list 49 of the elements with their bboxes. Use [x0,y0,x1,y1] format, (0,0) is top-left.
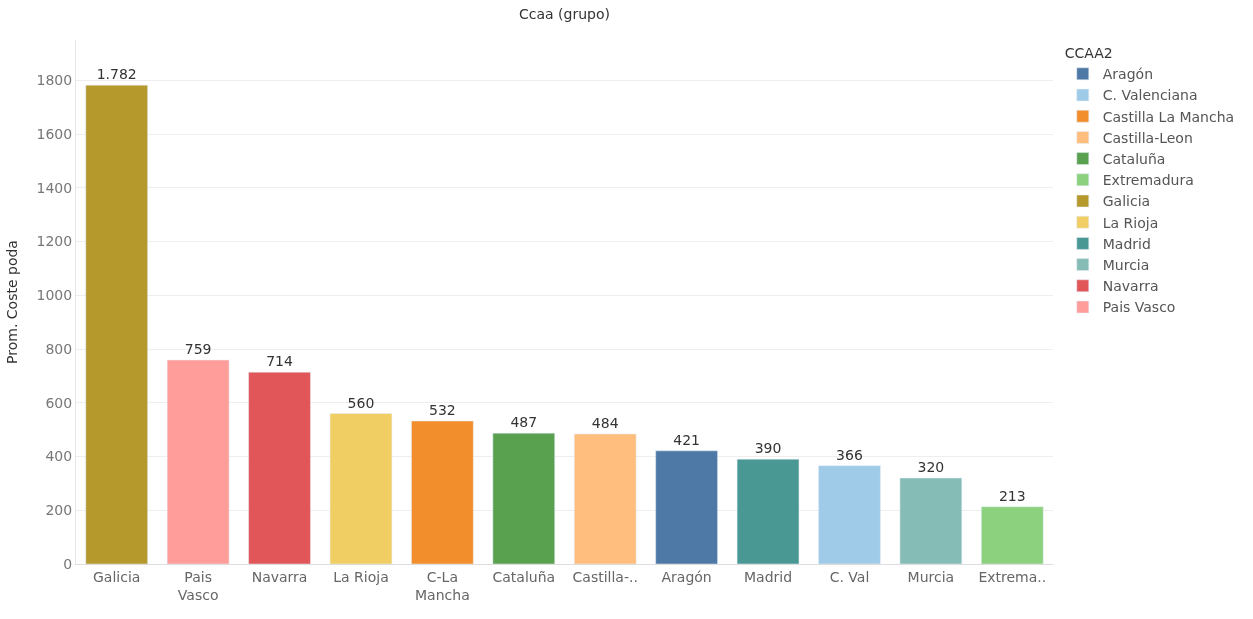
legend-label: C. Valenciana [1102,87,1198,104]
x-tick-label: Galicia [93,568,141,585]
y-tick-label: 400 [45,448,73,465]
x-tick-label: Castilla-.. [572,568,638,585]
x-tick-label: Aragón [661,568,712,585]
y-axis-title: Prom. Coste poda [4,240,21,364]
legend-label: Cataluña [1102,151,1166,168]
x-tick-label: Pais Vasco [177,568,219,603]
data-label: 714 [266,353,293,370]
data-label: 213 [998,487,1026,504]
data-label: 421 [673,431,700,448]
legend-label: Castilla La Mancha [1102,108,1235,125]
chart-title: Ccaa (grupo) [519,6,610,23]
x-tick-label: La Rioja [333,568,389,585]
legend-label: Murcia [1102,257,1150,274]
legend-label: Extremadura [1102,172,1194,189]
legend-label: La Rioja [1102,214,1159,231]
legend-label: Madrid [1102,235,1151,252]
y-tick-label: 1200 [36,233,73,250]
x-tick-label: Cataluña [492,568,556,585]
x-tick-label: C. Val [829,568,870,585]
x-tick-label: Murcia [907,568,955,585]
x-tick-label: C-La Mancha [415,568,470,603]
data-label: 487 [510,414,538,431]
legend-label: Navarra [1102,278,1159,295]
data-label: 390 [754,440,782,457]
y-tick-label: 800 [45,340,73,357]
y-tick-label: 1400 [36,179,73,196]
legend-label: Pais Vasco [1102,299,1176,316]
data-label: 759 [184,341,212,358]
legend-title: CCAA2 [1064,45,1113,62]
data-label: 484 [591,414,619,431]
legend-label: Aragón [1102,66,1154,83]
legend-label: Galicia [1102,193,1151,210]
y-tick-label: 1800 [36,72,73,89]
data-label: 1.782 [96,66,137,83]
y-tick-label: 1000 [36,287,73,304]
data-label: 366 [836,446,863,463]
data-label: 320 [917,459,945,476]
y-tick-label: 600 [45,394,73,411]
x-tick-label: Navarra [251,568,308,585]
data-label: 532 [429,402,456,419]
y-tick-label: 1600 [36,125,73,142]
legend-label: Castilla-Leon [1102,129,1193,146]
y-tick-label: 200 [45,502,73,519]
x-tick-label: Madrid [744,568,793,585]
x-tick-label: Extrema.. [978,568,1047,585]
y-tick-label: 0 [63,555,73,572]
data-label: 560 [347,394,375,411]
